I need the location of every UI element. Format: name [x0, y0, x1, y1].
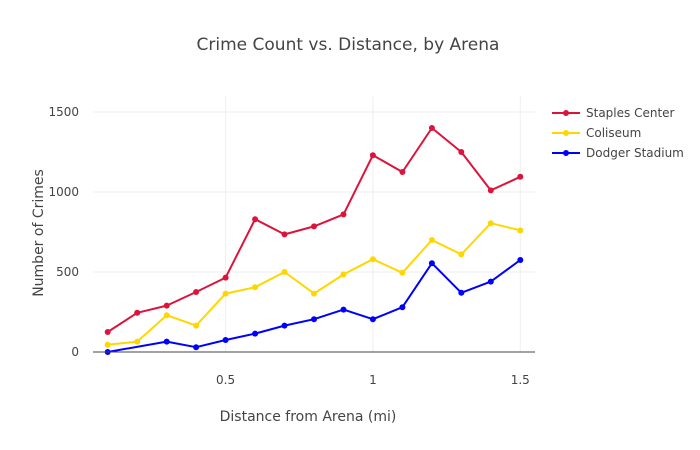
data-point[interactable] — [399, 304, 406, 311]
series-line — [107, 222, 521, 346]
data-point[interactable] — [487, 220, 494, 227]
data-point[interactable] — [134, 309, 141, 316]
data-point[interactable] — [163, 302, 170, 309]
data-point[interactable] — [104, 329, 111, 335]
data-point[interactable] — [281, 322, 288, 329]
data-point[interactable] — [369, 152, 376, 159]
data-point[interactable] — [252, 216, 259, 223]
data-point[interactable] — [281, 269, 288, 275]
series-dodger-stadium — [104, 257, 524, 355]
legend-swatch-marker — [563, 150, 569, 156]
y-tick-label: 0 — [71, 345, 79, 359]
axes: 0.5 1 1.5 0 500 1000 1500 — [48, 105, 535, 387]
series-staples-center — [104, 125, 524, 335]
data-point[interactable] — [458, 251, 465, 258]
data-point[interactable] — [399, 269, 406, 276]
data-point[interactable] — [340, 306, 347, 313]
x-tick-label: 1.5 — [511, 373, 530, 387]
legend[interactable]: Staples Center Coliseum Dodger Stadium — [552, 106, 684, 160]
data-point[interactable] — [340, 271, 347, 278]
y-tick-label: 1500 — [48, 105, 79, 119]
data-point[interactable] — [281, 231, 288, 238]
y-tick-label: 500 — [56, 265, 79, 279]
data-point[interactable] — [428, 237, 435, 243]
legend-swatch-marker — [563, 130, 569, 136]
legend-item[interactable]: Dodger Stadium — [552, 146, 684, 160]
data-point[interactable] — [311, 316, 317, 323]
data-point[interactable] — [104, 341, 111, 348]
data-point[interactable] — [517, 173, 524, 180]
data-point[interactable] — [193, 289, 200, 295]
legend-label: Coliseum — [586, 126, 641, 140]
legend-item[interactable]: Coliseum — [552, 126, 641, 140]
x-tick-label: 0.5 — [216, 373, 235, 387]
data-point[interactable] — [458, 289, 465, 296]
series-line — [107, 259, 521, 353]
data-point[interactable] — [163, 338, 170, 345]
data-point[interactable] — [487, 278, 494, 285]
data-point[interactable] — [487, 187, 494, 194]
data-point[interactable] — [517, 257, 524, 263]
legend-item[interactable]: Staples Center — [552, 106, 675, 120]
x-axis-title: Distance from Arena (mi) — [220, 409, 397, 425]
series-layer — [104, 125, 524, 355]
legend-swatch-marker — [563, 110, 569, 116]
data-point[interactable] — [369, 256, 376, 263]
data-point[interactable] — [311, 223, 317, 230]
series-coliseum — [104, 220, 524, 348]
y-tick-label: 1000 — [48, 185, 79, 199]
data-point[interactable] — [428, 260, 435, 267]
data-point[interactable] — [163, 312, 170, 319]
data-point[interactable] — [369, 316, 376, 323]
data-point[interactable] — [311, 290, 317, 297]
data-point[interactable] — [222, 274, 229, 281]
grid — [93, 96, 535, 352]
series-line — [107, 127, 521, 333]
legend-label: Staples Center — [586, 106, 675, 120]
legend-label: Dodger Stadium — [586, 146, 684, 160]
data-point[interactable] — [458, 149, 465, 155]
y-axis-title: Number of Crimes — [31, 169, 47, 297]
chart-title: Crime Count vs. Distance, by Arena — [197, 35, 500, 55]
data-point[interactable] — [252, 284, 259, 291]
data-point[interactable] — [517, 227, 524, 234]
data-point[interactable] — [222, 290, 229, 297]
data-point[interactable] — [193, 322, 200, 329]
data-point[interactable] — [134, 338, 141, 345]
data-point[interactable] — [428, 125, 435, 131]
data-point[interactable] — [222, 337, 229, 343]
data-point[interactable] — [252, 330, 259, 337]
data-point[interactable] — [193, 344, 200, 351]
data-point[interactable] — [340, 211, 347, 218]
data-point[interactable] — [399, 169, 406, 175]
x-tick-label: 1 — [369, 373, 377, 387]
